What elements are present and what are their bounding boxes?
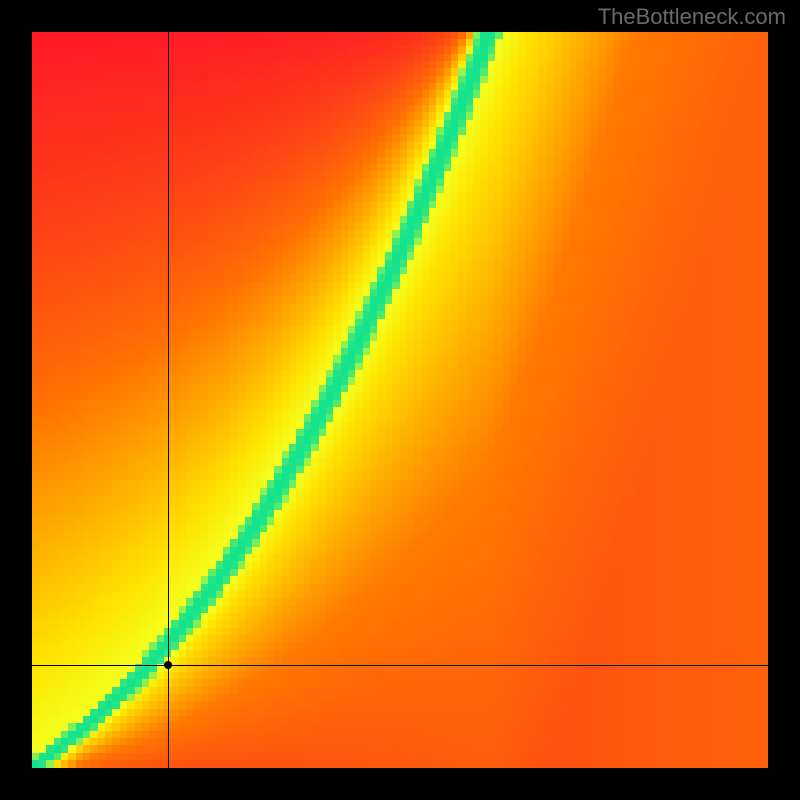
crosshair-vertical bbox=[168, 32, 169, 768]
crosshair-horizontal bbox=[32, 665, 768, 666]
selection-marker bbox=[164, 661, 172, 669]
chart-container: TheBottleneck.com bbox=[0, 0, 800, 800]
watermark-text: TheBottleneck.com bbox=[598, 4, 786, 30]
plot-area bbox=[32, 32, 768, 768]
heatmap-canvas bbox=[32, 32, 768, 768]
